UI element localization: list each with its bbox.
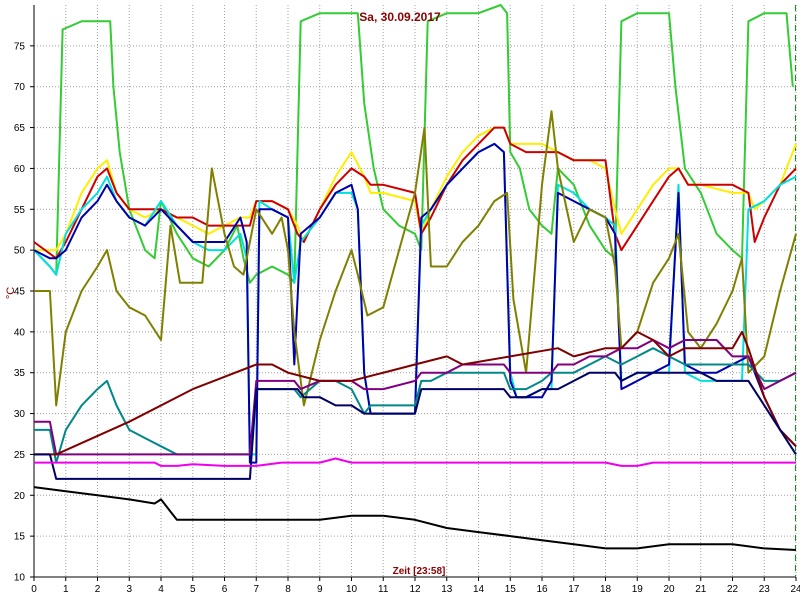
y-tick-label: 15 bbox=[14, 532, 26, 543]
series-line-9 bbox=[34, 330, 797, 456]
x-tick-label: 22 bbox=[727, 584, 739, 595]
y-tick-label: 70 bbox=[14, 82, 26, 93]
x-tick-label: 15 bbox=[505, 584, 517, 595]
y-axis-label: °C bbox=[5, 287, 17, 299]
y-tick-label: 10 bbox=[14, 573, 26, 584]
y-tick-label: 50 bbox=[14, 246, 26, 257]
x-axis-label: Zeit [23:58] bbox=[393, 566, 446, 577]
x-tick-label: 9 bbox=[317, 584, 323, 595]
y-tick-label: 40 bbox=[14, 327, 26, 338]
series-line-11 bbox=[34, 457, 796, 467]
x-tick-label: 2 bbox=[95, 584, 101, 595]
x-tick-label: 14 bbox=[473, 584, 485, 595]
x-tick-label: 6 bbox=[222, 584, 228, 595]
x-tick-label: 18 bbox=[600, 584, 612, 595]
x-tick-label: 23 bbox=[759, 584, 771, 595]
series-line-10 bbox=[34, 371, 797, 480]
x-tick-label: 11 bbox=[378, 584, 389, 595]
series-line-8 bbox=[34, 339, 797, 456]
x-tick-label: 5 bbox=[190, 584, 196, 595]
x-tick-label: 10 bbox=[346, 584, 358, 595]
y-tick-label: 20 bbox=[14, 491, 26, 502]
y-tick-label: 45 bbox=[14, 287, 26, 298]
x-tick-label: 13 bbox=[441, 584, 453, 595]
x-tick-label: 24 bbox=[790, 584, 800, 595]
series-line-6 bbox=[34, 110, 797, 407]
x-tick-label: 20 bbox=[663, 584, 675, 595]
y-tick-label: 75 bbox=[14, 41, 26, 52]
series-line-7 bbox=[34, 347, 797, 464]
chart-title: Sa, 30.09.2017 bbox=[359, 10, 441, 24]
y-tick-label: 60 bbox=[14, 164, 26, 175]
x-tick-label: 4 bbox=[158, 584, 164, 595]
x-tick-label: 8 bbox=[285, 584, 291, 595]
y-tick-labels: 10 15 20 25 30 35 40 45 50 55 60 65 70 75 bbox=[14, 41, 34, 584]
y-tick-label: 65 bbox=[14, 123, 26, 134]
series-line-12 bbox=[33, 486, 797, 551]
y-tick-label: 55 bbox=[14, 205, 26, 216]
y-tick-label: 25 bbox=[14, 450, 26, 461]
x-tick-label: 21 bbox=[695, 584, 707, 595]
x-tick-label: 17 bbox=[568, 584, 580, 595]
x-tick-label: 7 bbox=[253, 584, 259, 595]
x-tick-label: 1 bbox=[63, 584, 69, 595]
x-tick-label: 0 bbox=[31, 584, 37, 595]
x-tick-label: 16 bbox=[536, 584, 548, 595]
x-tick-labels: 0 1 2 3 4 5 6 7 8 9 10 11 12 13 14 15 16 17 18 19 20 21 22 23 24 bbox=[31, 577, 800, 595]
x-tick-label: 19 bbox=[632, 584, 644, 595]
x-tick-label: 12 bbox=[409, 584, 421, 595]
series-group bbox=[33, 4, 797, 551]
x-tick-label: 3 bbox=[126, 584, 132, 595]
grid bbox=[33, 5, 797, 578]
y-tick-label: 30 bbox=[14, 409, 26, 420]
y-tick-label: 35 bbox=[14, 368, 26, 379]
series-line-1 bbox=[33, 4, 794, 284]
